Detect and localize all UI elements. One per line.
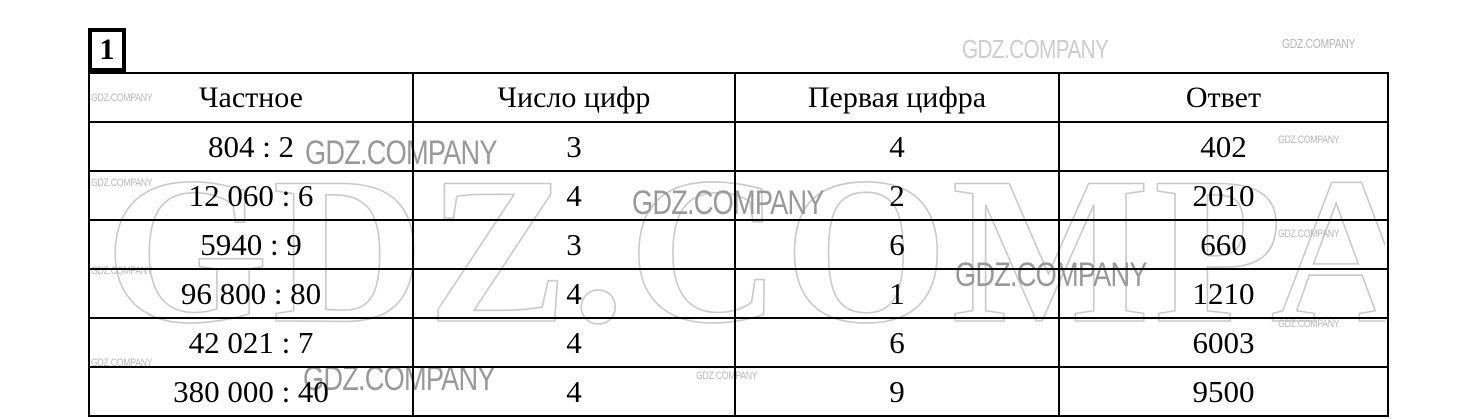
cell-quotient: 42 021 : 7 — [88, 317, 414, 368]
cell-digit-count: 4 — [412, 170, 736, 221]
cell-answer: 402 — [1058, 121, 1389, 172]
cell-quotient: 804 : 2 — [88, 121, 414, 172]
exercise-number: 1 — [99, 33, 115, 66]
cell-quotient: 5940 : 9 — [88, 219, 414, 270]
cell-quotient: 380 000 : 40 — [88, 366, 414, 417]
column-header-digit-count: Число цифр — [412, 72, 736, 123]
watermark-top-right: GDZ.COMPANY — [1282, 36, 1356, 51]
cell-digit-count: 4 — [412, 268, 736, 319]
cell-digit-count: 3 — [412, 121, 736, 172]
table-row: 96 800 : 80 4 1 1210 — [88, 268, 1389, 319]
cell-answer: 660 — [1058, 219, 1389, 270]
cell-answer: 2010 — [1058, 170, 1389, 221]
cell-quotient: 12 060 : 6 — [88, 170, 414, 221]
table-header-row: Частное Число цифр Первая цифра Ответ — [88, 72, 1389, 123]
cell-first-digit: 6 — [734, 317, 1060, 368]
cell-first-digit: 1 — [734, 268, 1060, 319]
cell-digit-count: 4 — [412, 366, 736, 417]
table-row: 12 060 : 6 4 2 2010 — [88, 170, 1389, 221]
cell-first-digit: 2 — [734, 170, 1060, 221]
table-row: 804 : 2 3 4 402 — [88, 121, 1389, 172]
quotients-table-wrapper: Частное Число цифр Первая цифра Ответ 80… — [88, 72, 1389, 417]
cell-digit-count: 3 — [412, 219, 736, 270]
table-row: 42 021 : 7 4 6 6003 — [88, 317, 1389, 368]
cell-first-digit: 6 — [734, 219, 1060, 270]
cell-quotient: 96 800 : 80 — [88, 268, 414, 319]
column-header-answer: Ответ — [1058, 72, 1389, 123]
watermark-header-center: GDZ.COMPANY — [962, 34, 1109, 64]
column-header-first-digit: Первая цифра — [734, 72, 1060, 123]
column-header-quotient: Частное — [88, 72, 414, 123]
exercise-number-box: 1 — [88, 28, 126, 72]
cell-first-digit: 4 — [734, 121, 1060, 172]
cell-answer: 1210 — [1058, 268, 1389, 319]
table-row: 5940 : 9 3 6 660 — [88, 219, 1389, 270]
cell-answer: 9500 — [1058, 366, 1389, 417]
quotients-table: Частное Число цифр Первая цифра Ответ 80… — [88, 72, 1389, 417]
cell-first-digit: 9 — [734, 366, 1060, 417]
cell-answer: 6003 — [1058, 317, 1389, 368]
cell-digit-count: 4 — [412, 317, 736, 368]
table-row: 380 000 : 40 4 9 9500 — [88, 366, 1389, 417]
